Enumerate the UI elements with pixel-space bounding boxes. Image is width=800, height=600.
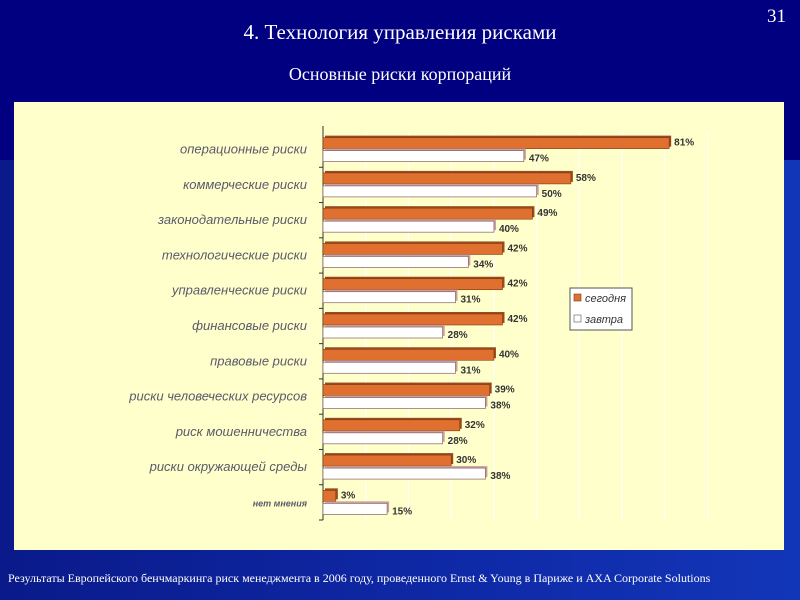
bar-tomorrow	[322, 291, 456, 304]
category-label: риски окружающей среды	[149, 459, 308, 474]
bar-value-tomorrow: 31%	[460, 365, 480, 376]
bar-value-tomorrow: 15%	[392, 506, 412, 517]
bar-today	[322, 454, 452, 467]
bar-today	[322, 490, 337, 502]
bar-today	[322, 384, 490, 396]
bar-tomorrow	[322, 185, 538, 198]
bar-today	[322, 313, 503, 326]
bar-value-tomorrow: 47%	[529, 154, 549, 165]
category-label: риск мошенничества	[175, 424, 307, 439]
bar-today	[322, 172, 572, 185]
bar-tomorrow	[322, 467, 486, 480]
bar-tomorrow	[322, 150, 525, 162]
legend-label-tomorrow: завтра	[584, 314, 623, 326]
bar-value-tomorrow: 28%	[448, 330, 468, 341]
bar-tomorrow	[322, 397, 486, 409]
bar-value-today: 40%	[499, 349, 519, 360]
bar-tomorrow	[322, 361, 456, 374]
bar-today	[322, 243, 503, 255]
category-label: управленческие риски	[171, 283, 307, 298]
bar-today	[322, 419, 461, 432]
bar-value-tomorrow: 31%	[460, 295, 480, 306]
category-label: операционные риски	[180, 142, 307, 157]
bar-value-tomorrow: 38%	[490, 471, 510, 482]
category-label: технологические риски	[162, 247, 307, 262]
bar-value-tomorrow: 34%	[473, 259, 493, 270]
bar-value-today: 3%	[341, 490, 356, 501]
bar-value-tomorrow: 28%	[448, 436, 468, 447]
chart-legend: сегодня завтра	[569, 287, 633, 331]
bar-value-today: 81%	[674, 138, 694, 149]
bar-today	[322, 348, 495, 361]
bar-tomorrow	[322, 256, 469, 268]
bar-value-today: 30%	[456, 455, 476, 466]
bar-value-tomorrow: 40%	[499, 224, 519, 235]
category-label: коммерческие риски	[183, 177, 307, 192]
bar-today	[322, 137, 670, 149]
bar-tomorrow	[322, 220, 495, 233]
bar-today	[322, 207, 533, 220]
bar-value-tomorrow: 50%	[542, 189, 562, 200]
slide-title: 4. Технология управления рисками	[243, 20, 557, 44]
bar-today	[322, 278, 503, 291]
bar-value-today: 49%	[537, 208, 557, 219]
legend-swatch-today	[573, 293, 582, 302]
category-label: риски человеческих ресурсов	[128, 389, 307, 404]
category-label: правовые риски	[210, 353, 307, 368]
bar-tomorrow	[322, 326, 444, 339]
bar-value-today: 58%	[576, 173, 596, 184]
chart-panel: операционные риски 81% 47% коммерческие рис…	[14, 102, 784, 550]
bar-value-tomorrow: 38%	[490, 401, 510, 412]
bar-value-today: 42%	[507, 279, 527, 290]
bar-tomorrow	[322, 503, 388, 515]
bar-value-today: 32%	[465, 420, 485, 431]
footer-note: Результаты Европейского бенчмаркинга рис…	[8, 571, 711, 585]
category-label: нет мнения	[253, 498, 308, 508]
slide-number: 31	[767, 6, 786, 27]
slide-subtitle: Основные риски корпораций	[288, 64, 512, 84]
legend-label-today: сегодня	[585, 293, 626, 305]
bar-value-today: 42%	[507, 314, 527, 325]
category-label: законодательные риски	[157, 212, 307, 227]
bar-tomorrow	[322, 432, 444, 445]
legend-swatch-tomorrow	[573, 314, 582, 323]
bar-value-today: 42%	[507, 243, 527, 254]
category-label: финансовые риски	[192, 318, 307, 333]
bar-value-today: 39%	[495, 385, 515, 396]
bar-chart: операционные риски 81% 47% коммерческие рис…	[128, 126, 709, 521]
